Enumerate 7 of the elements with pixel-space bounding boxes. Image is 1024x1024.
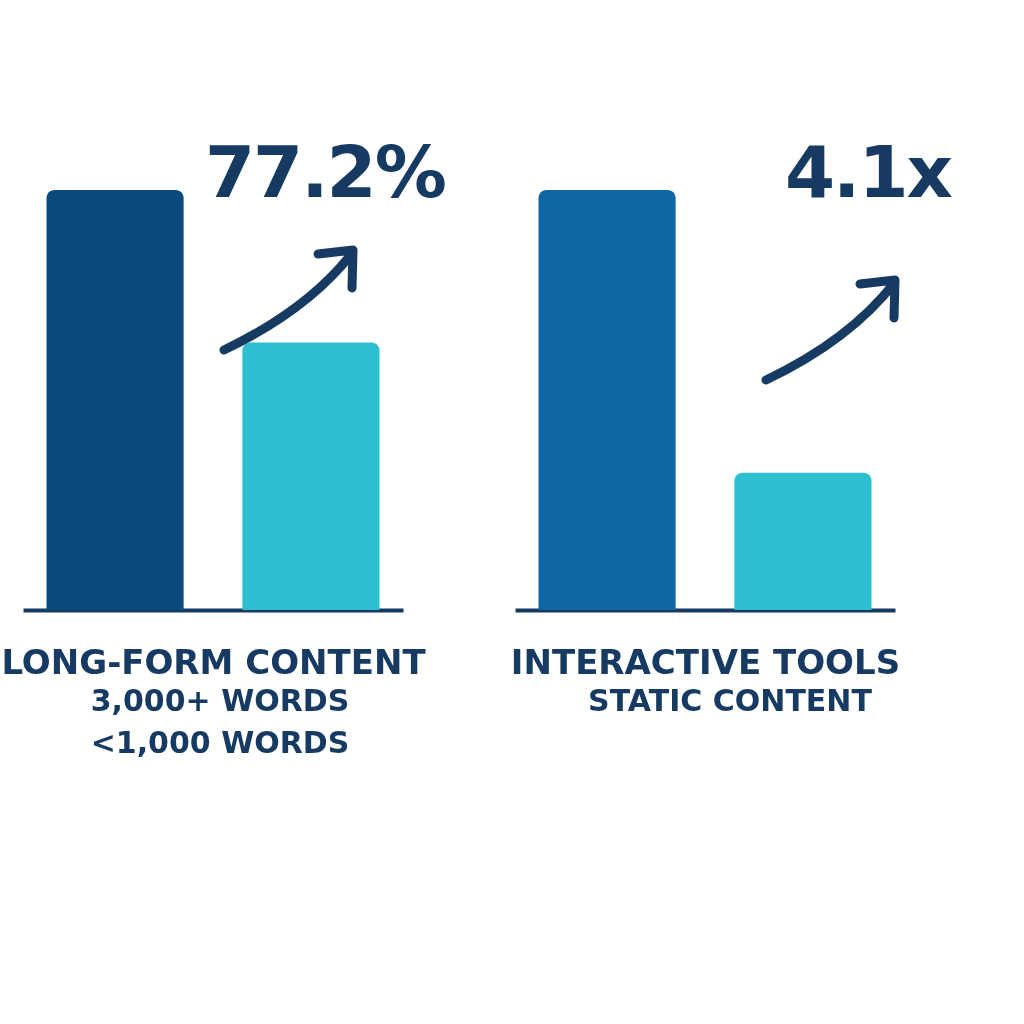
x-axis-title: LONG-FORM CONTENT xyxy=(1,641,427,682)
text: <1,000 WORDS xyxy=(89,724,351,762)
annotation: 77.2% xyxy=(205,130,445,214)
text: STATIC CONTENT xyxy=(587,682,873,720)
x-axis-title: INTERACTIVE TOOLS xyxy=(510,641,901,682)
annotation: 4.1x xyxy=(785,130,951,214)
text: 3,000+ WORDS xyxy=(89,682,351,720)
